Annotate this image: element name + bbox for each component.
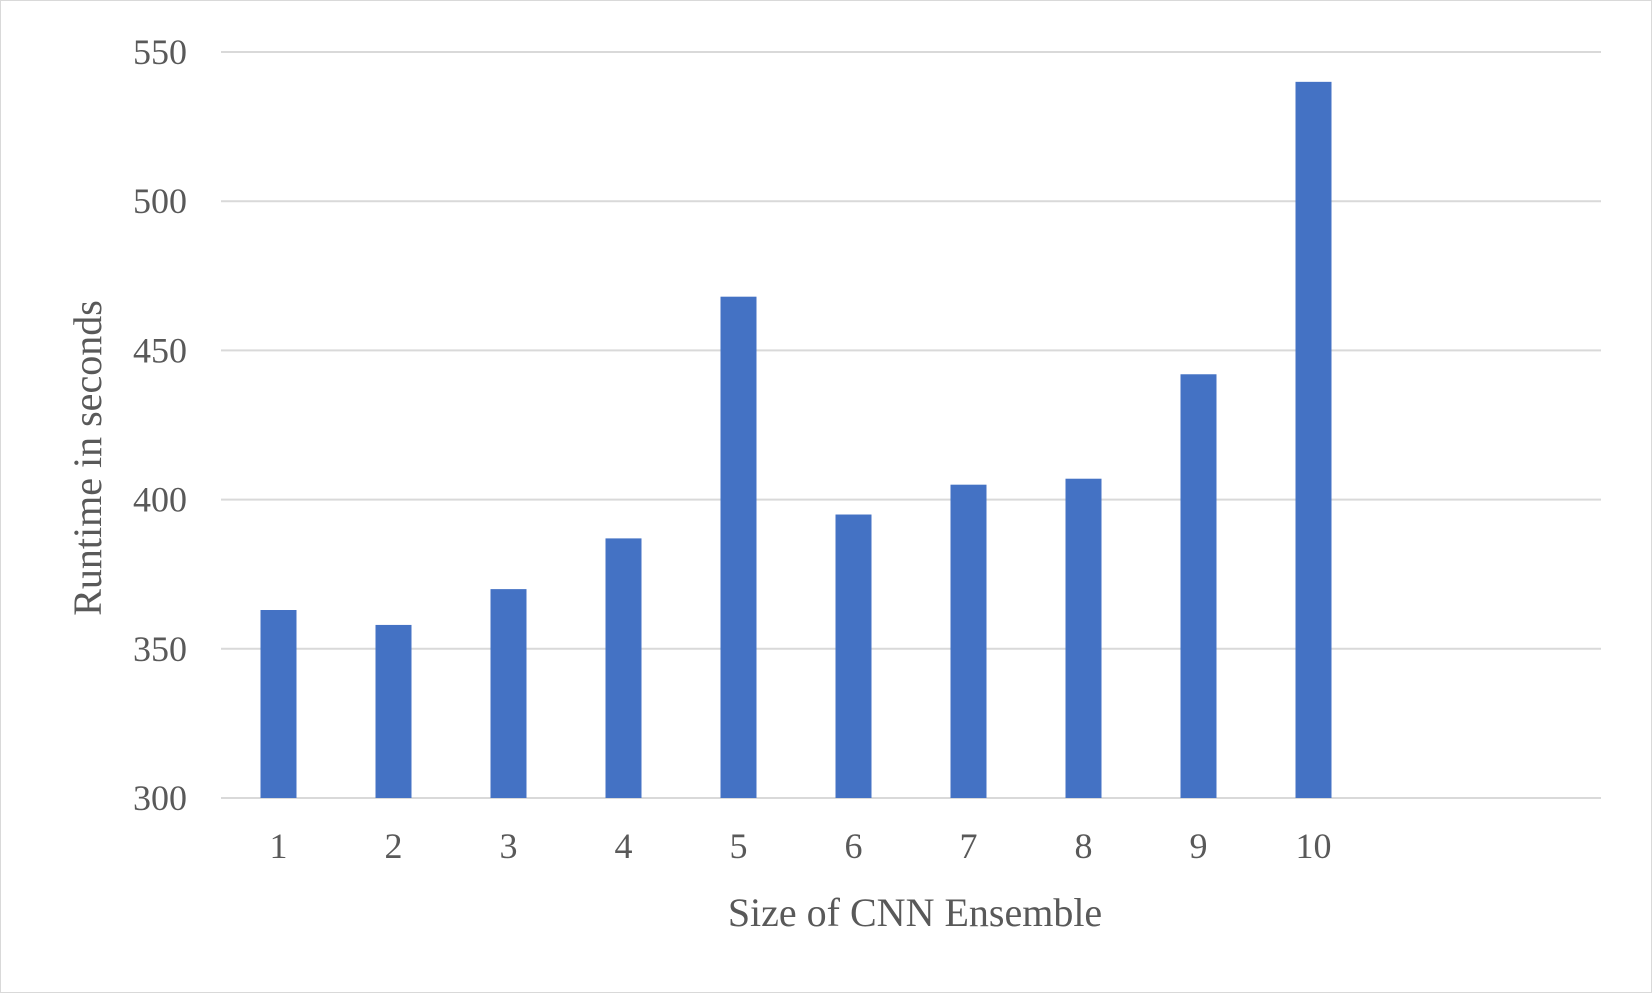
x-tick-label: 9	[1190, 826, 1208, 866]
x-tick-label: 8	[1075, 826, 1093, 866]
bar-6	[835, 514, 872, 798]
x-tick-label: 5	[730, 826, 748, 866]
bar-5	[720, 296, 757, 798]
bar-7	[950, 484, 987, 798]
bar-3	[490, 589, 527, 798]
bar-2	[375, 624, 412, 798]
bar-8	[1065, 478, 1102, 798]
y-tick-label: 350	[133, 629, 187, 669]
x-tick-labels: 1 2 3 4 5 6 7 8 9 10	[270, 826, 1332, 866]
y-tick-labels: 300 350 400 450 500 550	[133, 32, 187, 818]
y-tick-label: 450	[133, 330, 187, 370]
bar-10	[1295, 81, 1332, 799]
y-tick-label: 400	[133, 480, 187, 520]
x-axis-title: Size of CNN Ensemble	[728, 890, 1102, 935]
x-tick-label: 7	[960, 826, 978, 866]
bar-9	[1180, 374, 1217, 798]
bar-1	[260, 610, 297, 798]
gridlines	[221, 51, 1601, 799]
x-tick-label: 3	[500, 826, 518, 866]
x-tick-label: 1	[270, 826, 288, 866]
y-axis-title: Runtime in seconds	[65, 300, 110, 616]
x-tick-label: 2	[385, 826, 403, 866]
y-tick-label: 300	[133, 778, 187, 818]
y-tick-label: 500	[133, 181, 187, 221]
x-tick-label: 10	[1296, 826, 1332, 866]
bars	[260, 81, 1332, 799]
y-tick-label: 550	[133, 32, 187, 72]
bar-4	[605, 538, 642, 798]
x-tick-label: 4	[615, 826, 633, 866]
x-tick-label: 6	[845, 826, 863, 866]
